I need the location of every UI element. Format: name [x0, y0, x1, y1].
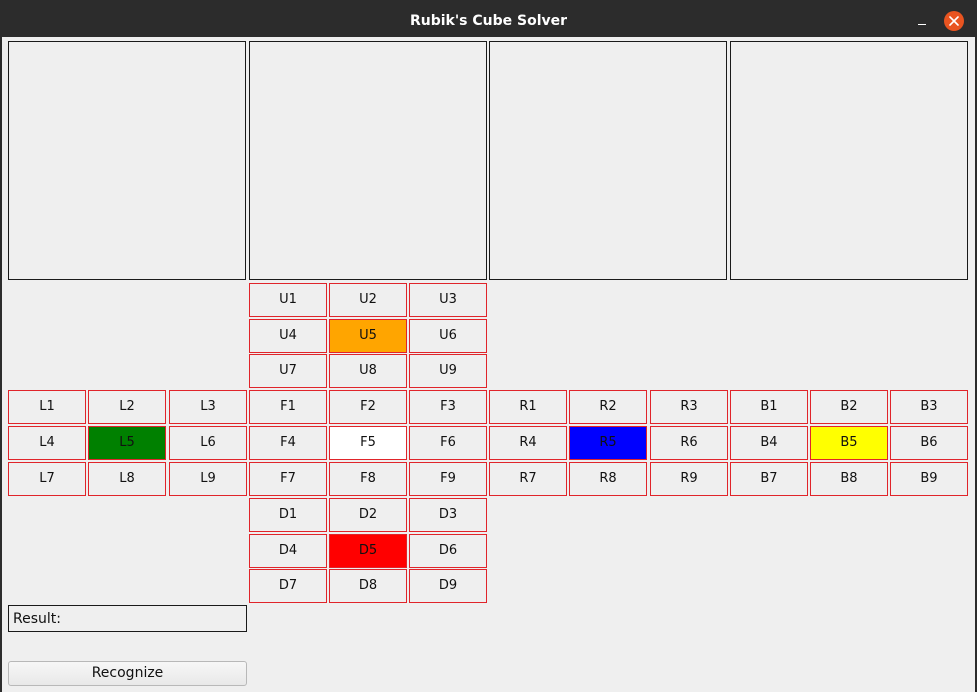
- cell-U8[interactable]: U8: [329, 354, 407, 388]
- cell-F4[interactable]: F4: [249, 426, 327, 460]
- cell-D9[interactable]: D9: [409, 569, 487, 603]
- title-bar: Rubik's Cube Solver: [0, 0, 977, 37]
- cell-U7[interactable]: U7: [249, 354, 327, 388]
- cell-U9[interactable]: U9: [409, 354, 487, 388]
- cell-L2[interactable]: L2: [88, 390, 166, 424]
- cell-R8[interactable]: R8: [569, 462, 647, 496]
- cell-B9[interactable]: B9: [890, 462, 968, 496]
- cell-U2[interactable]: U2: [329, 283, 407, 317]
- cell-L7[interactable]: L7: [8, 462, 86, 496]
- cell-U3[interactable]: U3: [409, 283, 487, 317]
- camera-preview-2: [249, 41, 487, 280]
- cell-R5[interactable]: R5: [569, 426, 647, 460]
- cell-L3[interactable]: L3: [169, 390, 247, 424]
- cell-B5[interactable]: B5: [810, 426, 888, 460]
- cell-L5[interactable]: L5: [88, 426, 166, 460]
- cell-F8[interactable]: F8: [329, 462, 407, 496]
- cell-D5[interactable]: D5: [329, 534, 407, 568]
- cell-R1[interactable]: R1: [489, 390, 567, 424]
- recognize-button[interactable]: Recognize: [8, 661, 247, 686]
- minimize-button[interactable]: [909, 10, 933, 32]
- cell-D1[interactable]: D1: [249, 498, 327, 532]
- cell-F3[interactable]: F3: [409, 390, 487, 424]
- cell-D4[interactable]: D4: [249, 534, 327, 568]
- cell-D6[interactable]: D6: [409, 534, 487, 568]
- result-label: Result:: [13, 611, 61, 627]
- cell-R6[interactable]: R6: [650, 426, 728, 460]
- cell-B1[interactable]: B1: [730, 390, 808, 424]
- window-title: Rubik's Cube Solver: [409, 13, 568, 29]
- cell-R9[interactable]: R9: [650, 462, 728, 496]
- cell-L9[interactable]: L9: [169, 462, 247, 496]
- cell-L1[interactable]: L1: [8, 390, 86, 424]
- close-button[interactable]: [944, 11, 964, 31]
- cell-U1[interactable]: U1: [249, 283, 327, 317]
- cell-F7[interactable]: F7: [249, 462, 327, 496]
- cell-D2[interactable]: D2: [329, 498, 407, 532]
- cell-U6[interactable]: U6: [409, 319, 487, 353]
- cell-F9[interactable]: F9: [409, 462, 487, 496]
- close-icon: [949, 16, 959, 26]
- cell-B8[interactable]: B8: [810, 462, 888, 496]
- camera-preview-1: [8, 41, 246, 280]
- cell-R4[interactable]: R4: [489, 426, 567, 460]
- cell-D7[interactable]: D7: [249, 569, 327, 603]
- cell-B7[interactable]: B7: [730, 462, 808, 496]
- cell-B4[interactable]: B4: [730, 426, 808, 460]
- cell-F1[interactable]: F1: [249, 390, 327, 424]
- cell-R2[interactable]: R2: [569, 390, 647, 424]
- cell-U4[interactable]: U4: [249, 319, 327, 353]
- cell-D3[interactable]: D3: [409, 498, 487, 532]
- cell-R7[interactable]: R7: [489, 462, 567, 496]
- cell-L6[interactable]: L6: [169, 426, 247, 460]
- minimize-icon: [918, 24, 926, 25]
- cell-L4[interactable]: L4: [8, 426, 86, 460]
- cell-F5[interactable]: F5: [329, 426, 407, 460]
- cell-B6[interactable]: B6: [890, 426, 968, 460]
- camera-preview-3: [489, 41, 727, 280]
- cell-U5[interactable]: U5: [329, 319, 407, 353]
- cell-B3[interactable]: B3: [890, 390, 968, 424]
- cell-B2[interactable]: B2: [810, 390, 888, 424]
- camera-preview-4: [730, 41, 968, 280]
- cell-L8[interactable]: L8: [88, 462, 166, 496]
- cell-F2[interactable]: F2: [329, 390, 407, 424]
- cell-F6[interactable]: F6: [409, 426, 487, 460]
- cell-D8[interactable]: D8: [329, 569, 407, 603]
- result-field: Result:: [8, 605, 247, 632]
- cell-R3[interactable]: R3: [650, 390, 728, 424]
